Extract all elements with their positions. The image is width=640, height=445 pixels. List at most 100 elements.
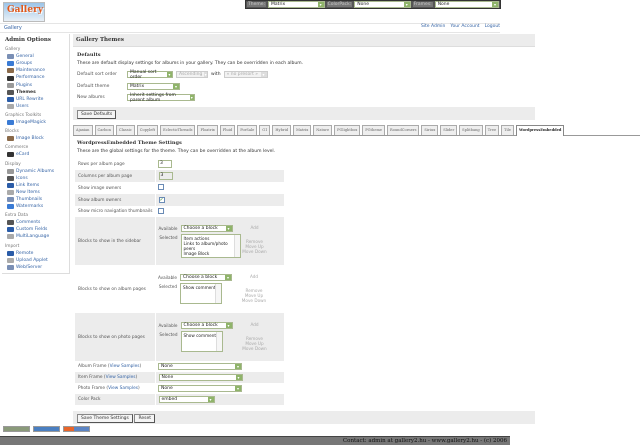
sidebar-item-web-server[interactable]: Web/Server xyxy=(5,264,66,271)
tab-slider[interactable]: Slider xyxy=(440,125,458,135)
sidebar-item-groups[interactable]: Groups xyxy=(5,60,66,67)
selected-block-item[interactable]: Show comments xyxy=(183,285,218,290)
columns-per-page-input[interactable]: 3 xyxy=(158,172,173,180)
color-pack-select[interactable]: embed ▾ xyxy=(158,396,215,403)
gallery-logo[interactable]: Gallery xyxy=(3,2,45,22)
logout-link[interactable]: Logout xyxy=(484,24,500,29)
save-defaults-button[interactable]: Save Defaults xyxy=(77,109,117,119)
breadcrumb-gallery[interactable]: Gallery xyxy=(4,25,22,31)
sidebar-link-link-items[interactable]: Link Items xyxy=(16,182,40,188)
sidebar-link-remote[interactable]: Remote xyxy=(16,250,34,256)
sidebar-item-remote[interactable]: Remote xyxy=(5,250,66,257)
sidebar-item-new-items[interactable]: New Items xyxy=(5,189,66,196)
item-frame-select[interactable]: None ▾ xyxy=(158,374,243,381)
reset-button[interactable]: Reset xyxy=(134,414,156,423)
sidebar-link-general[interactable]: General xyxy=(16,54,34,60)
available-blocks-select[interactable]: Choose a block ▾ xyxy=(180,274,232,281)
selected-block-item[interactable]: Links to album/photo peers xyxy=(183,240,228,251)
sidebar-link-dynamic-albums[interactable]: Dynamic Albums xyxy=(16,168,55,174)
available-blocks-select[interactable]: Choose a block ▾ xyxy=(180,224,233,232)
sidebar-item-watermarks[interactable]: Watermarks xyxy=(5,203,66,210)
tab-carbon[interactable]: Carbon xyxy=(94,125,114,135)
move-up-button[interactable]: Move Up xyxy=(245,341,264,346)
tab-tree[interactable]: Tree xyxy=(484,125,500,135)
sidebar-item-performance[interactable]: Performance xyxy=(5,74,66,81)
selected-blocks-list[interactable]: Item actions Links to album/photo peers Im… xyxy=(180,233,241,258)
sidebar-link-multilanguage[interactable]: MultiLanguage xyxy=(16,234,50,240)
move-down-button[interactable]: Move Down xyxy=(241,298,267,303)
sidebar-item-image-block[interactable]: Image Block xyxy=(5,135,66,142)
sidebar-link-upload-applet[interactable]: Upload Applet xyxy=(16,257,48,263)
item-frame-view-samples-link[interactable]: View Samples xyxy=(105,375,136,380)
sidebar-link-web-server[interactable]: Web/Server xyxy=(16,264,43,270)
show-image-owners-checkbox[interactable] xyxy=(158,184,164,190)
save-theme-settings-button[interactable]: Save Theme Settings xyxy=(77,414,133,423)
move-down-button[interactable]: Move Down xyxy=(242,248,267,254)
selected-block-item[interactable]: Item actions xyxy=(183,235,210,241)
sidebar-item-imagemagick[interactable]: ImageMagick xyxy=(5,119,66,126)
show-micro-navigation-checkbox[interactable] xyxy=(158,207,164,214)
available-blocks-select[interactable]: Choose a block ▾ xyxy=(180,322,233,329)
sidebar-item-general[interactable]: General xyxy=(5,53,66,60)
selected-block-item[interactable]: Show comments xyxy=(183,333,219,338)
sidebar-item-plugins[interactable]: Plugins xyxy=(5,82,66,89)
add-block-button[interactable]: Add xyxy=(250,322,259,327)
sidebar-link-watermarks[interactable]: Watermarks xyxy=(16,204,44,210)
tab-tile[interactable]: Tile xyxy=(501,125,514,135)
tab-roundcorners[interactable]: RoundCorners xyxy=(386,125,420,135)
remove-block-button[interactable]: Remove xyxy=(246,238,263,244)
sidebar-link-users[interactable]: Users xyxy=(16,103,29,109)
tab-matrix[interactable]: Matrix xyxy=(293,125,312,135)
move-up-button[interactable]: Move Up xyxy=(244,293,264,298)
sort-order-select[interactable]: Manual sort order ▾ xyxy=(127,70,173,80)
sidebar-link-themes[interactable]: Themes xyxy=(16,89,36,95)
photo-frame-select[interactable]: None ▾ xyxy=(158,385,242,392)
sidebar-link-image-block[interactable]: Image Block xyxy=(16,136,44,142)
default-theme-select[interactable]: Matrix ▾ xyxy=(127,82,180,90)
tab-wordpressembedded[interactable]: WordpressEmbedded xyxy=(515,125,565,136)
rows-per-page-input[interactable]: 3 xyxy=(158,160,172,168)
move-up-button[interactable]: Move Up xyxy=(245,243,264,249)
sidebar-link-new-items[interactable]: New Items xyxy=(16,189,40,195)
move-down-button[interactable]: Move Down xyxy=(242,346,267,351)
sidebar-item-multilanguage[interactable]: MultiLanguage xyxy=(5,233,66,240)
presort-select[interactable]: « no presort » ▾ xyxy=(223,71,268,79)
sidebar-item-url-rewrite[interactable]: URL Rewrite xyxy=(5,96,66,103)
selected-block-item[interactable]: Image Block xyxy=(183,250,210,256)
sidebar-link-comments[interactable]: Comments xyxy=(16,220,41,226)
sidebar-item-icons[interactable]: Icons xyxy=(5,175,66,182)
tab-splitbang[interactable]: Splitbang xyxy=(459,125,483,135)
show-album-owners-checkbox[interactable]: ✓ xyxy=(158,197,165,203)
tab-g1[interactable]: G1 xyxy=(259,125,271,135)
tab-floatrix[interactable]: Floatrix xyxy=(197,125,218,135)
sidebar-item-custom-fields[interactable]: Custom Fields xyxy=(5,226,66,233)
gallery-badge[interactable] xyxy=(63,426,90,432)
site-admin-link[interactable]: Site Admin xyxy=(420,24,446,29)
selected-blocks-list[interactable]: Show comments xyxy=(180,283,222,304)
theme-select[interactable]: Matrix ▾ xyxy=(268,1,325,8)
tab-siriux[interactable]: Siriux xyxy=(421,125,439,135)
album-frame-select[interactable]: None ▾ xyxy=(158,363,242,370)
tab-copyleft[interactable]: Copyleft xyxy=(136,125,159,135)
tab-hybrid[interactable]: Hybrid xyxy=(272,125,292,135)
sidebar-item-users[interactable]: Users xyxy=(5,103,66,110)
sidebar-item-comments[interactable]: Comments xyxy=(5,219,66,226)
sidebar-item-thumbnails[interactable]: Thumbnails xyxy=(5,196,66,203)
tab-forsale[interactable]: ForSale xyxy=(237,125,258,135)
colorpack-select[interactable]: None ▾ xyxy=(354,1,411,8)
sidebar-link-ecard[interactable]: eCard xyxy=(16,152,30,158)
sidebar-item-upload-applet[interactable]: Upload Applet xyxy=(5,257,66,264)
frames-select[interactable]: None ▾ xyxy=(434,1,499,8)
sidebar-link-maintenance[interactable]: Maintenance xyxy=(16,68,45,74)
new-albums-select[interactable]: Inherit settings from parent album ▾ xyxy=(127,93,195,103)
tab-nature[interactable]: Nature xyxy=(313,125,333,135)
selected-blocks-list[interactable]: Show comments xyxy=(180,331,223,352)
tab-pglightbox[interactable]: PGlightbox xyxy=(334,125,361,135)
sidebar-link-imagemagick[interactable]: ImageMagick xyxy=(16,120,46,126)
tab-fluid[interactable]: Fluid xyxy=(219,125,236,135)
tab-ajaxian[interactable]: Ajaxian xyxy=(73,125,93,135)
album-frame-view-samples-link[interactable]: View Samples xyxy=(109,364,140,369)
tab-eclecticthreads[interactable]: EclecticThreads xyxy=(160,125,196,135)
tab-classic[interactable]: Classic xyxy=(115,125,135,135)
valid-xhtml-badge[interactable] xyxy=(3,426,30,432)
